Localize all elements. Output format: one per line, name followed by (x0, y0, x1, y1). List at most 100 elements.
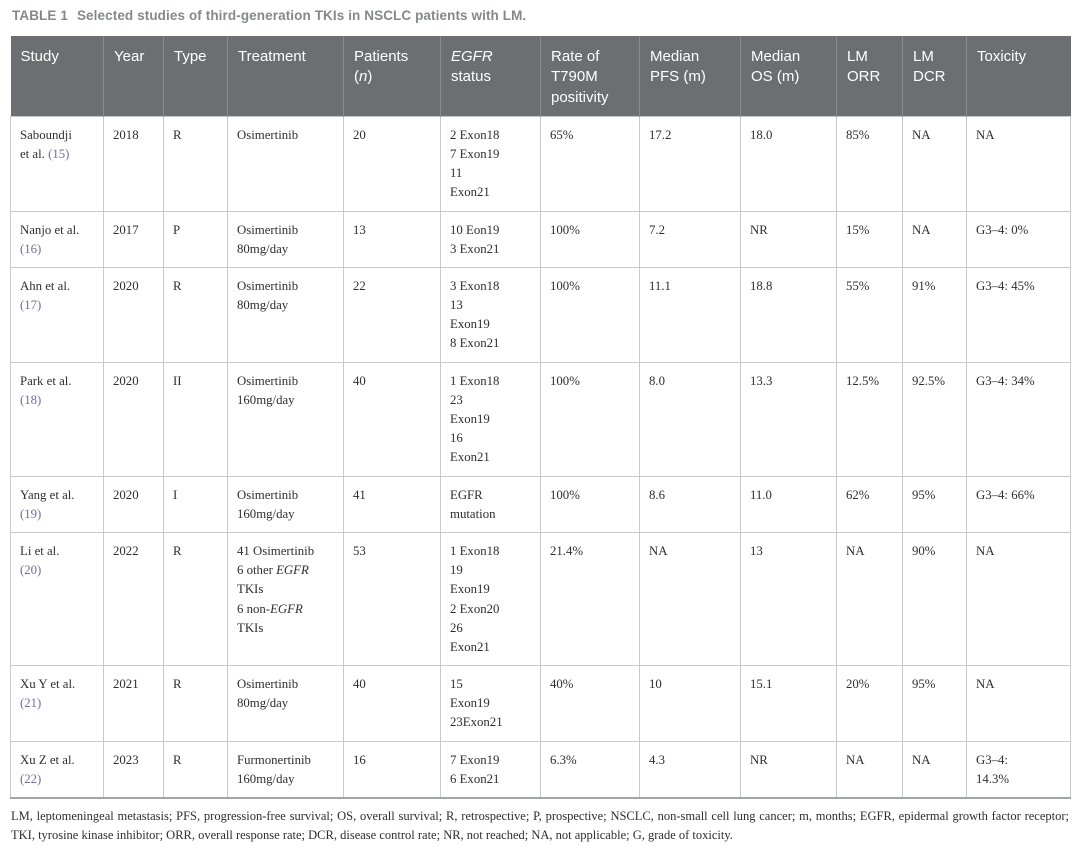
table-cell-r7-c0: Xu Z et al. (22) (10, 740, 104, 799)
table-caption-text: Selected studies of third-generation TKI… (76, 8, 527, 23)
table-cell-r0-c0: Saboundji et al. (15) (10, 115, 104, 212)
table-cell-r7-c8: NR (740, 740, 837, 799)
table-cell-r4-c8: 11.0 (740, 475, 837, 533)
table-cell-r2-c7: 11.1 (639, 266, 741, 363)
table-cell-r6-c6: 40% (540, 665, 640, 742)
table-header-row: Study Year Type Treatment Patients (n) EGFR s… (10, 36, 1071, 117)
table-cell-r3-c9: 12.5% (836, 361, 903, 477)
table-cell-r4-c2: I (163, 475, 228, 533)
table-cell-r7-c3: Furmonertinib 160mg/day (227, 740, 344, 799)
citation-link[interactable]: (18) (20, 392, 42, 407)
table-caption: TABLE 1 Selected studies of third-generat… (10, 6, 1070, 23)
table-row-5: Li et al. (20) 2022 R 41 Osimertinib 6 othe… (10, 531, 1071, 667)
column-header-8: Median OS (m) (740, 36, 837, 117)
table-cell-r3-c10: 92.5% (902, 361, 967, 477)
table-row-1: Nanjo et al. (16) 2017 P Osimertinib 80mg/d… (10, 210, 1071, 268)
table-cell-r5-c0: Li et al. (20) (10, 531, 104, 667)
table-cell-r7-c5: 7 Exon19 6 Exon21 (440, 740, 541, 799)
table-cell-r2-c6: 100% (540, 266, 640, 363)
column-header-5: EGFR status (440, 36, 541, 117)
table-cell-r0-c5: 2 Exon18 7 Exon19 11 Exon21 (440, 115, 541, 212)
column-header-9: LM ORR (836, 36, 903, 117)
table-cell-r0-c4: 20 (343, 115, 441, 212)
table-cell-r6-c3: Osimertinib 80mg/day (227, 665, 344, 742)
citation-link[interactable]: (16) (20, 241, 42, 256)
table-cell-r5-c7: NA (639, 531, 741, 667)
table-caption-label: TABLE 1 (12, 8, 68, 23)
column-header-2: Type (163, 36, 228, 117)
table-cell-r1-c0: Nanjo et al. (16) (10, 210, 104, 268)
column-header-10: LM DCR (902, 36, 967, 117)
table-row-3: Park et al. (18) 2020 II Osimertinib 160mg/… (10, 361, 1071, 477)
table-cell-r1-c3: Osimertinib 80mg/day (227, 210, 344, 268)
table-cell-r4-c5: EGFR mutation (440, 475, 541, 533)
table-cell-r7-c7: 4.3 (639, 740, 741, 799)
table-cell-r3-c4: 40 (343, 361, 441, 477)
table-cell-r2-c11: G3–4: 45% (966, 266, 1071, 363)
column-header-6: Rate of T790M positivity (540, 36, 640, 117)
table-cell-r3-c2: II (163, 361, 228, 477)
table-body: Saboundji et al. (15) 2018 R Osimertinib 20 2… (10, 115, 1071, 799)
table-cell-r4-c0: Yang et al. (19) (10, 475, 104, 533)
citation-link[interactable]: (19) (20, 506, 42, 521)
table-cell-r0-c8: 18.0 (740, 115, 837, 212)
table-cell-r1-c2: P (163, 210, 228, 268)
table-cell-r5-c2: R (163, 531, 228, 667)
table-cell-r1-c8: NR (740, 210, 837, 268)
table-cell-r4-c4: 41 (343, 475, 441, 533)
citation-link[interactable]: (22) (20, 771, 42, 786)
table-cell-r6-c4: 40 (343, 665, 441, 742)
table-cell-r4-c1: 2020 (103, 475, 164, 533)
table-cell-r1-c4: 13 (343, 210, 441, 268)
table-cell-r4-c9: 62% (836, 475, 903, 533)
table-cell-r2-c0: Ahn et al. (17) (10, 266, 104, 363)
table-cell-r0-c7: 17.2 (639, 115, 741, 212)
table-cell-r7-c11: G3–4: 14.3% (966, 740, 1071, 799)
table-cell-r6-c11: NA (966, 665, 1071, 742)
citation-link[interactable]: (21) (20, 696, 42, 711)
table-cell-r7-c9: NA (836, 740, 903, 799)
table-cell-r5-c10: 90% (902, 531, 967, 667)
table-cell-r6-c7: 10 (639, 665, 741, 742)
table-cell-r2-c2: R (163, 266, 228, 363)
table-cell-r2-c3: Osimertinib 80mg/day (227, 266, 344, 363)
citation-link[interactable]: (20) (20, 563, 42, 578)
table-cell-r0-c11: NA (966, 115, 1071, 212)
citation-link[interactable]: (17) (20, 298, 42, 313)
table-cell-r1-c6: 100% (540, 210, 640, 268)
table-cell-r7-c2: R (163, 740, 228, 799)
table-cell-r2-c5: 3 Exon18 13 Exon19 8 Exon21 (440, 266, 541, 363)
column-header-0: Study (10, 36, 104, 117)
table-cell-r3-c1: 2020 (103, 361, 164, 477)
table-cell-r3-c7: 8.0 (639, 361, 741, 477)
table-cell-r1-c5: 10 Eon19 3 Exon21 (440, 210, 541, 268)
table-cell-r1-c9: 15% (836, 210, 903, 268)
table-cell-r2-c9: 55% (836, 266, 903, 363)
table-cell-r4-c7: 8.6 (639, 475, 741, 533)
column-header-11: Toxicity (966, 36, 1071, 117)
table-cell-r4-c11: G3–4: 66% (966, 475, 1071, 533)
table-cell-r2-c8: 18.8 (740, 266, 837, 363)
table-cell-r0-c6: 65% (540, 115, 640, 212)
table-cell-r5-c3: 41 Osimertinib 6 other EGFR TKIs 6 non-E… (227, 531, 344, 667)
citation-link[interactable]: (15) (48, 146, 70, 161)
column-header-7: Median PFS (m) (639, 36, 741, 117)
table-cell-r5-c6: 21.4% (540, 531, 640, 667)
table-cell-r7-c10: NA (902, 740, 967, 799)
table-cell-r3-c0: Park et al. (18) (10, 361, 104, 477)
table-footnote: LM, leptomeningeal metastasis; PFS, prog… (11, 809, 1069, 843)
table-cell-r2-c10: 91% (902, 266, 967, 363)
table-cell-r3-c3: Osimertinib 160mg/day (227, 361, 344, 477)
table-row-2: Ahn et al. (17) 2020 R Osimertinib 80mg/day… (10, 266, 1071, 363)
table-row-0: Saboundji et al. (15) 2018 R Osimertinib 20 2… (10, 115, 1071, 212)
table-cell-r4-c3: Osimertinib 160mg/day (227, 475, 344, 533)
table-cell-r6-c0: Xu Y et al. (21) (10, 665, 104, 742)
table-cell-r6-c9: 20% (836, 665, 903, 742)
table-cell-r5-c1: 2022 (103, 531, 164, 667)
table-cell-r1-c1: 2017 (103, 210, 164, 268)
table-row-7: Xu Z et al. (22) 2023 R Furmonertinib 160mg… (10, 740, 1071, 799)
table-cell-r0-c3: Osimertinib (227, 115, 344, 212)
table-cell-r0-c10: NA (902, 115, 967, 212)
table-cell-r0-c9: 85% (836, 115, 903, 212)
